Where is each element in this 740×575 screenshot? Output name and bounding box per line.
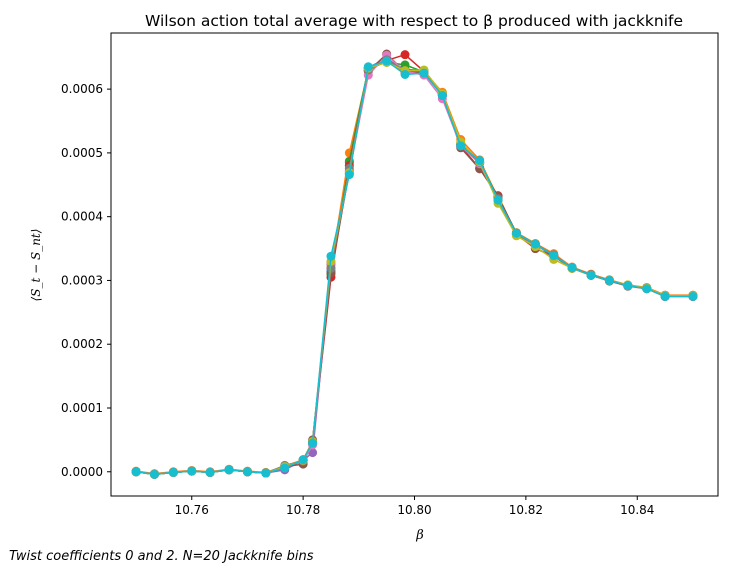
y-tick-label: 0.0001 [61, 401, 103, 415]
data-point [131, 467, 141, 477]
series-line [135, 53, 693, 476]
data-point [660, 291, 670, 301]
data-point [261, 468, 271, 478]
data-point [400, 69, 410, 79]
data-point [187, 466, 197, 476]
data-point [530, 239, 540, 249]
data-point [493, 195, 503, 205]
series-10 [131, 56, 698, 479]
series-6 [131, 49, 698, 479]
data-point [511, 228, 521, 238]
data-point [298, 455, 308, 465]
data-point [363, 62, 373, 72]
series-line [135, 61, 693, 476]
y-tick-label: 0.0006 [61, 82, 103, 96]
data-point [326, 251, 336, 261]
data-point [382, 56, 392, 66]
data-point [688, 291, 698, 301]
series-line [135, 60, 693, 475]
data-point [437, 91, 447, 100]
data-point [567, 263, 577, 273]
x-tick-label: 10.78 [286, 503, 320, 517]
series-line [135, 57, 693, 476]
data-point [149, 469, 159, 479]
x-axis-label: β [415, 528, 424, 543]
series-line [135, 53, 693, 476]
series-7 [131, 50, 698, 479]
series-1 [131, 54, 698, 479]
series-2 [131, 56, 698, 479]
series-3 [131, 57, 698, 479]
series-line [135, 58, 693, 476]
x-axis: 10.76 10.78 10.80 10.82 10.84 [175, 496, 654, 517]
data-point [456, 141, 466, 151]
data-point [475, 156, 485, 166]
figure-caption: Twist coefficients 0 and 2. N=20 Jackkni… [9, 549, 314, 564]
series-5 [131, 54, 698, 479]
series-9 [131, 57, 698, 479]
data-point [604, 275, 614, 285]
series-line [135, 60, 693, 476]
data-point [308, 438, 318, 448]
plot-frame [110, 32, 719, 497]
y-axis: 0.0000 0.0001 0.0002 0.0003 0.0004 0.0005 0.00… [61, 82, 111, 479]
y-tick-label: 0.0005 [61, 146, 103, 160]
y-axis-label: ⟨S_t − S_nt⟩ [29, 229, 43, 302]
x-tick-label: 10.84 [620, 503, 654, 517]
series-8 [131, 55, 698, 479]
data-point [242, 467, 252, 477]
series-layer [131, 49, 698, 479]
data-point [549, 251, 559, 261]
data-point [586, 270, 596, 280]
x-tick-label: 10.76 [175, 503, 209, 517]
y-tick-label: 0.0002 [61, 337, 103, 351]
data-point [224, 465, 234, 475]
data-point [623, 281, 633, 291]
x-tick-label: 10.82 [509, 503, 543, 517]
data-point [280, 463, 290, 473]
data-point [344, 170, 354, 180]
series-4 [131, 50, 698, 479]
data-point [400, 50, 410, 60]
data-point [419, 68, 429, 78]
y-tick-label: 0.0004 [61, 210, 103, 224]
x-tick-label: 10.80 [397, 503, 431, 517]
data-point [642, 284, 652, 294]
series-line [135, 54, 693, 476]
y-tick-label: 0.0003 [61, 273, 103, 287]
chart-title: Wilson action total average with respect… [145, 12, 683, 30]
y-tick-label: 0.0000 [61, 465, 103, 479]
data-point [168, 467, 178, 477]
series-line [135, 59, 693, 476]
data-point [308, 448, 318, 458]
data-point [205, 467, 215, 477]
series-line [135, 61, 693, 476]
